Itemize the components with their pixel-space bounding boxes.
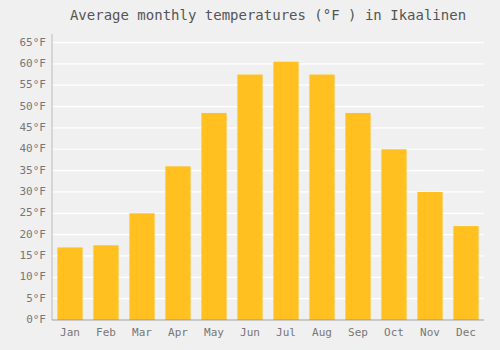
y-tick-label: 35°F: [20, 164, 47, 177]
grid-line: [52, 85, 484, 86]
y-tick-label: 30°F: [20, 185, 47, 198]
y-tick-label: 20°F: [20, 228, 47, 241]
grid-line: [52, 319, 484, 320]
bar: [381, 149, 406, 320]
x-tick-label: Sep: [348, 326, 368, 339]
y-axis: 0°F 5°F 10°F 15°F 20°F 25°F 30°F 35°F 40°F 45°F 50…: [20, 34, 53, 326]
x-tick-label: Oct: [384, 326, 404, 339]
bar: [345, 113, 370, 320]
y-tick-label: 5°F: [26, 292, 46, 305]
y-tick-label: 45°F: [20, 121, 47, 134]
grid-line: [52, 149, 484, 150]
grid-line: [52, 106, 484, 107]
x-tick-label: Jan: [60, 326, 80, 339]
x-tick-label: Dec: [456, 326, 476, 339]
x-tick-label: Jun: [240, 326, 260, 339]
bar: [237, 75, 262, 320]
bar: [309, 75, 334, 320]
bar: [165, 166, 190, 320]
bars: [57, 62, 478, 320]
x-tick-label: Nov: [420, 326, 440, 339]
x-tick-label: Jul: [276, 326, 296, 339]
x-tick-label: Mar: [132, 326, 152, 339]
grid-line: [52, 170, 484, 171]
y-axis-line: [52, 34, 53, 320]
y-tick-label: 0°F: [26, 313, 46, 326]
x-tick-label: May: [204, 326, 224, 339]
bar: [93, 245, 118, 320]
y-tick-label: 10°F: [20, 270, 47, 283]
bar: [453, 226, 478, 320]
x-axis: Jan Feb Mar Apr May Jun Jul Aug Sep Oct Nov Dec: [52, 320, 484, 339]
bar: [129, 213, 154, 320]
bar: [417, 192, 442, 320]
bar: [201, 113, 226, 320]
bar: [57, 247, 82, 320]
y-tick-label: 50°F: [20, 100, 47, 113]
x-tick-label: Apr: [168, 326, 188, 339]
grid-line: [52, 127, 484, 128]
grid: [52, 43, 484, 320]
page: {"chart_data": {"type": "bar", "title": …: [0, 0, 500, 350]
grid-line: [52, 42, 484, 43]
chart: Average monthly temperatures (°F ) in Ik…: [0, 0, 500, 350]
grid-line: [52, 63, 484, 64]
x-tick-label: Aug: [312, 326, 332, 339]
y-tick-label: 55°F: [20, 78, 47, 91]
bar: [273, 62, 298, 320]
x-tick-label: Feb: [96, 326, 116, 339]
y-tick-label: 60°F: [20, 57, 47, 70]
y-tick-label: 15°F: [20, 249, 47, 262]
x-axis-line: [52, 320, 484, 321]
y-tick-label: 25°F: [20, 206, 47, 219]
y-tick-label: 65°F: [20, 36, 47, 49]
title: Average monthly temperatures (°F ) in Ik…: [70, 7, 466, 23]
y-tick-label: 40°F: [20, 142, 47, 155]
